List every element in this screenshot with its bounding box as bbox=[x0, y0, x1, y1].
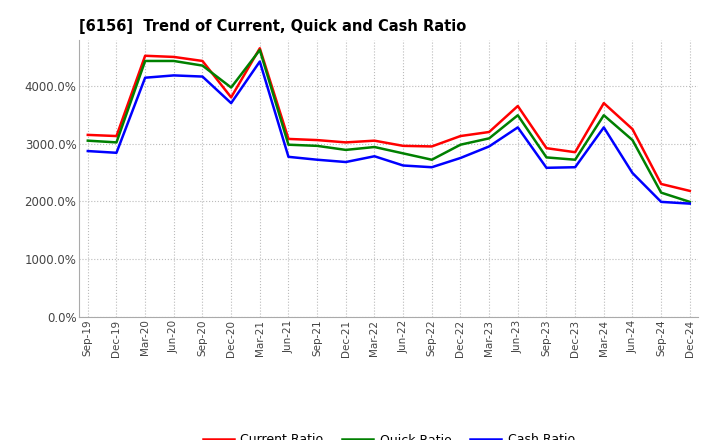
Quick Ratio bbox=[456, 142, 465, 147]
Quick Ratio bbox=[84, 138, 92, 143]
Cash Ratio bbox=[112, 150, 121, 155]
Text: [6156]  Trend of Current, Quick and Cash Ratio: [6156] Trend of Current, Quick and Cash … bbox=[79, 19, 467, 34]
Quick Ratio bbox=[284, 142, 293, 147]
Quick Ratio bbox=[141, 59, 150, 64]
Cash Ratio bbox=[84, 148, 92, 154]
Quick Ratio bbox=[628, 137, 636, 143]
Cash Ratio bbox=[657, 199, 665, 205]
Quick Ratio bbox=[112, 140, 121, 145]
Line: Cash Ratio: Cash Ratio bbox=[88, 62, 690, 204]
Quick Ratio bbox=[428, 157, 436, 162]
Cash Ratio bbox=[141, 75, 150, 81]
Cash Ratio bbox=[341, 159, 350, 165]
Current Ratio bbox=[341, 140, 350, 145]
Current Ratio bbox=[256, 46, 264, 51]
Current Ratio bbox=[571, 150, 580, 155]
Cash Ratio bbox=[685, 201, 694, 206]
Current Ratio bbox=[456, 133, 465, 139]
Current Ratio bbox=[169, 54, 178, 59]
Cash Ratio bbox=[628, 170, 636, 176]
Quick Ratio bbox=[657, 190, 665, 195]
Cash Ratio bbox=[227, 100, 235, 106]
Current Ratio bbox=[141, 53, 150, 59]
Current Ratio bbox=[657, 181, 665, 187]
Cash Ratio bbox=[198, 74, 207, 79]
Quick Ratio bbox=[685, 199, 694, 205]
Quick Ratio bbox=[370, 144, 379, 150]
Quick Ratio bbox=[256, 48, 264, 53]
Cash Ratio bbox=[571, 165, 580, 170]
Cash Ratio bbox=[256, 59, 264, 64]
Current Ratio bbox=[485, 129, 493, 135]
Current Ratio bbox=[312, 137, 321, 143]
Line: Quick Ratio: Quick Ratio bbox=[88, 50, 690, 202]
Quick Ratio bbox=[312, 143, 321, 148]
Quick Ratio bbox=[600, 113, 608, 118]
Current Ratio bbox=[198, 59, 207, 64]
Current Ratio bbox=[600, 100, 608, 106]
Cash Ratio bbox=[513, 125, 522, 130]
Quick Ratio bbox=[198, 63, 207, 68]
Cash Ratio bbox=[456, 155, 465, 161]
Current Ratio bbox=[685, 188, 694, 194]
Quick Ratio bbox=[227, 85, 235, 90]
Current Ratio bbox=[399, 143, 408, 148]
Quick Ratio bbox=[542, 155, 551, 160]
Quick Ratio bbox=[513, 113, 522, 118]
Current Ratio bbox=[370, 138, 379, 143]
Cash Ratio bbox=[485, 144, 493, 149]
Cash Ratio bbox=[169, 73, 178, 78]
Cash Ratio bbox=[284, 154, 293, 159]
Cash Ratio bbox=[600, 125, 608, 130]
Current Ratio bbox=[428, 144, 436, 149]
Line: Current Ratio: Current Ratio bbox=[88, 48, 690, 191]
Cash Ratio bbox=[542, 165, 551, 170]
Current Ratio bbox=[112, 133, 121, 139]
Quick Ratio bbox=[485, 136, 493, 141]
Quick Ratio bbox=[169, 59, 178, 64]
Current Ratio bbox=[284, 136, 293, 142]
Cash Ratio bbox=[399, 163, 408, 168]
Current Ratio bbox=[84, 132, 92, 138]
Quick Ratio bbox=[399, 151, 408, 156]
Cash Ratio bbox=[370, 154, 379, 159]
Quick Ratio bbox=[571, 157, 580, 162]
Current Ratio bbox=[513, 103, 522, 109]
Cash Ratio bbox=[428, 165, 436, 170]
Current Ratio bbox=[227, 95, 235, 100]
Quick Ratio bbox=[341, 147, 350, 153]
Current Ratio bbox=[628, 126, 636, 132]
Current Ratio bbox=[542, 146, 551, 151]
Cash Ratio bbox=[312, 157, 321, 162]
Legend: Current Ratio, Quick Ratio, Cash Ratio: Current Ratio, Quick Ratio, Cash Ratio bbox=[198, 429, 580, 440]
